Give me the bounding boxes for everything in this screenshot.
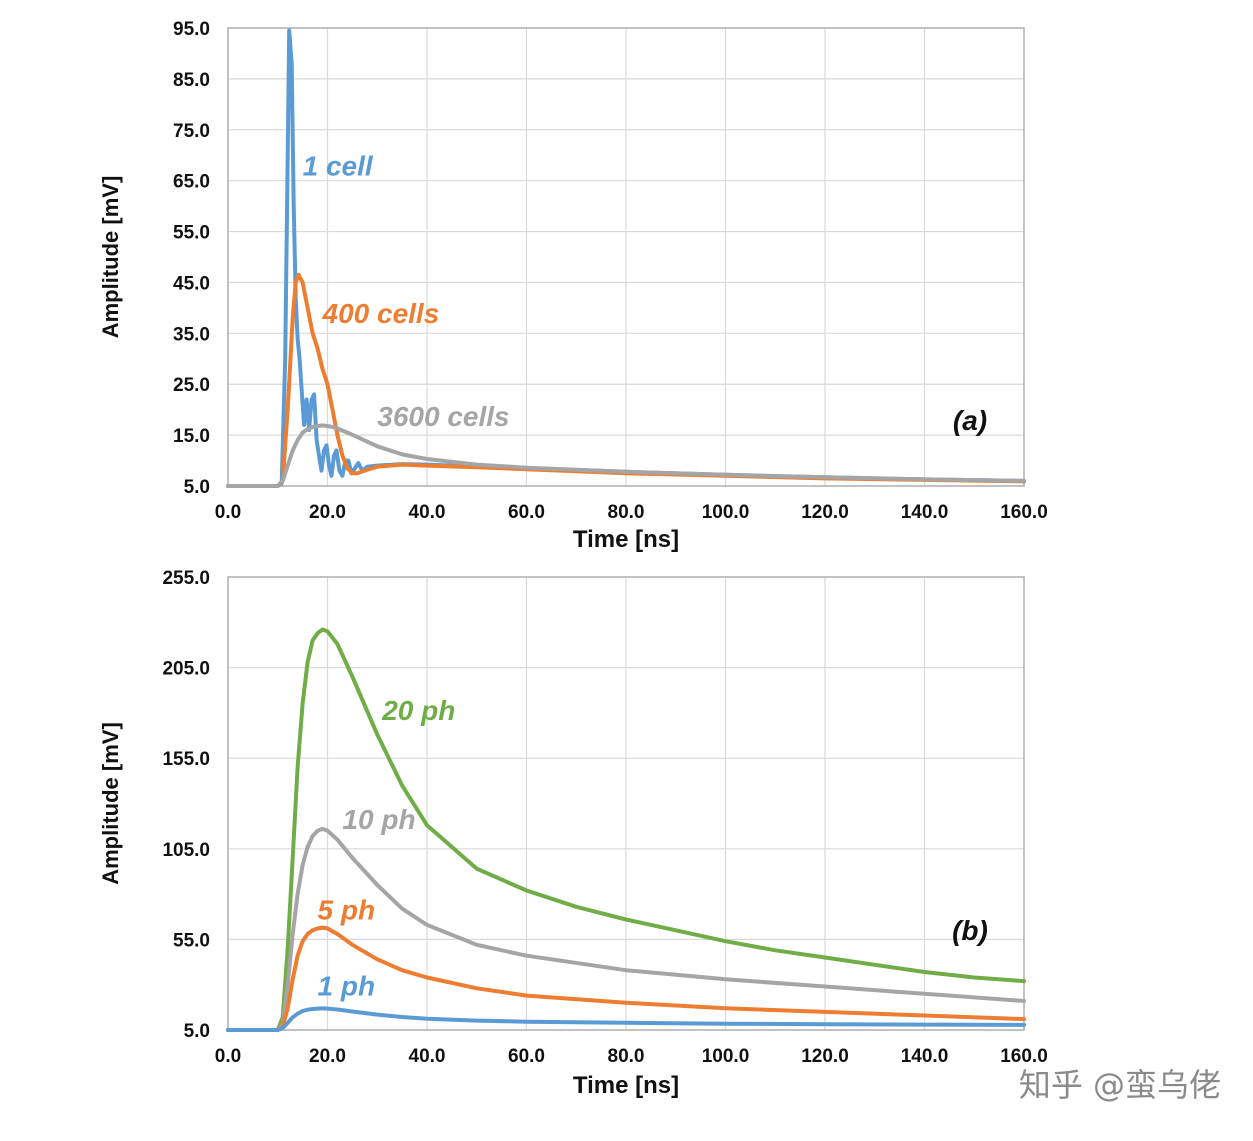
y-tick-label: 55.0 <box>173 930 210 951</box>
x-tick-label: 60.0 <box>508 1046 545 1067</box>
series-line-5-ph <box>226 925 1026 1032</box>
panel-label: (a) <box>953 405 987 436</box>
panel-label: (b) <box>952 915 988 946</box>
series-line-1-ph <box>226 1006 1026 1032</box>
x-axis-title: Time [ns] <box>573 526 679 553</box>
y-axis-title: Amplitude [mV] <box>98 722 123 885</box>
x-tick-label: 100.0 <box>702 1046 750 1067</box>
x-tick-label: 100.0 <box>702 502 750 523</box>
y-tick-label: 65.0 <box>173 172 210 193</box>
chart-panel-a: 0.0 20.0 40.0 60.0 80.0 100.0 120.0 140.0 160.0 5… <box>98 19 1048 553</box>
x-tick-label: 160.0 <box>1000 502 1048 523</box>
watermark: 知乎 @蛮乌佬 <box>1018 1066 1221 1104</box>
x-tick-label: 80.0 <box>608 502 645 523</box>
plot-frame <box>227 576 1025 1031</box>
x-tick-label: 80.0 <box>608 1046 645 1067</box>
x-tick-label: 120.0 <box>801 1046 849 1067</box>
x-tick-label: 20.0 <box>309 502 346 523</box>
y-tick-label: 95.0 <box>173 19 210 40</box>
x-tick-label: 0.0 <box>215 502 241 523</box>
plot-frame <box>227 27 1025 487</box>
x-tick-label: 40.0 <box>409 1046 446 1067</box>
series-label-20-ph: 20 ph <box>381 695 455 726</box>
series-label-5-ph: 5 ph <box>318 894 376 925</box>
x-tick-label: 140.0 <box>901 1046 949 1067</box>
x-tick-label: 20.0 <box>309 1046 346 1067</box>
y-tick-label: 55.0 <box>173 223 210 244</box>
y-tick-label: 105.0 <box>162 840 210 861</box>
y-tick-label: 5.0 <box>184 477 210 498</box>
x-tick-label: 60.0 <box>508 502 545 523</box>
x-tick-label: 160.0 <box>1000 1046 1048 1067</box>
x-tick-label: 40.0 <box>409 502 446 523</box>
series-label-3600-cells: 3600 cells <box>377 401 509 432</box>
series-line-20-ph <box>226 627 1026 1032</box>
y-tick-label: 25.0 <box>173 375 210 396</box>
y-tick-label: 15.0 <box>173 426 210 447</box>
y-tick-label: 255.0 <box>162 568 210 589</box>
x-tick-label: 120.0 <box>801 502 849 523</box>
x-tick-label: 0.0 <box>215 1046 241 1067</box>
x-tick-label: 140.0 <box>901 502 949 523</box>
y-axis-title: Amplitude [mV] <box>98 176 123 339</box>
y-tick-label: 205.0 <box>162 659 210 680</box>
y-tick-label: 35.0 <box>173 324 210 345</box>
y-tick-label: 155.0 <box>162 749 210 770</box>
y-tick-label: 75.0 <box>173 121 210 142</box>
chart-panel-b: 0.0 20.0 40.0 60.0 80.0 100.0 120.0 140.0 160.0 5… <box>98 568 1048 1099</box>
y-tick-label: 45.0 <box>173 273 210 294</box>
series-line-3600-cells <box>226 423 1026 488</box>
y-tick-label: 85.0 <box>173 70 210 91</box>
series-label-10-ph: 10 ph <box>342 804 415 835</box>
series-line-10-ph <box>226 826 1026 1032</box>
series-label-400-cells: 400 cells <box>322 298 440 329</box>
series-label-1-ph: 1 ph <box>318 971 376 1002</box>
series-label-1-cell: 1 cell <box>303 151 374 182</box>
y-tick-label: 5.0 <box>184 1021 210 1042</box>
x-axis-title: Time [ns] <box>573 1072 679 1099</box>
